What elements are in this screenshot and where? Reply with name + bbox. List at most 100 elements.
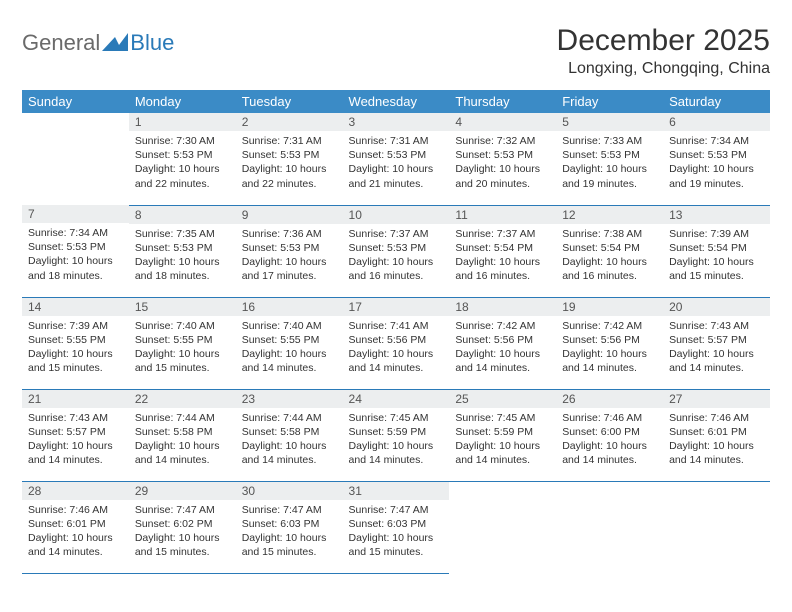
sunset-text: Sunset: 5:53 PM (242, 241, 337, 255)
sunset-text: Sunset: 5:53 PM (135, 241, 230, 255)
daylight-text: Daylight: 10 hours and 19 minutes. (562, 162, 657, 190)
daylight-text: Daylight: 10 hours and 14 minutes. (242, 439, 337, 467)
daylight-text: Daylight: 10 hours and 14 minutes. (455, 347, 550, 375)
calendar-cell: 11Sunrise: 7:37 AMSunset: 5:54 PMDayligh… (449, 205, 556, 297)
weekday-header: Friday (556, 90, 663, 113)
sunset-text: Sunset: 5:55 PM (135, 333, 230, 347)
sunrise-text: Sunrise: 7:45 AM (455, 411, 550, 425)
calendar-cell (663, 481, 770, 573)
sunrise-text: Sunrise: 7:47 AM (242, 503, 337, 517)
daylight-text: Daylight: 10 hours and 15 minutes. (669, 255, 764, 283)
sunset-text: Sunset: 5:53 PM (455, 148, 550, 162)
day-number: 18 (449, 298, 556, 316)
day-number: 2 (236, 113, 343, 131)
calendar-row: 1Sunrise: 7:30 AMSunset: 5:53 PMDaylight… (22, 113, 770, 205)
sunrise-text: Sunrise: 7:44 AM (135, 411, 230, 425)
day-number: 12 (556, 206, 663, 224)
location: Longxing, Chongqing, China (557, 60, 770, 78)
sunset-text: Sunset: 5:53 PM (242, 148, 337, 162)
calendar-row: 21Sunrise: 7:43 AMSunset: 5:57 PMDayligh… (22, 389, 770, 481)
calendar-cell: 30Sunrise: 7:47 AMSunset: 6:03 PMDayligh… (236, 481, 343, 573)
sunrise-text: Sunrise: 7:37 AM (349, 227, 444, 241)
day-number: 22 (129, 390, 236, 408)
day-number: 3 (343, 113, 450, 131)
day-body: Sunrise: 7:31 AMSunset: 5:53 PMDaylight:… (343, 131, 450, 195)
sunrise-text: Sunrise: 7:47 AM (349, 503, 444, 517)
day-body: Sunrise: 7:47 AMSunset: 6:02 PMDaylight:… (129, 500, 236, 564)
day-body: Sunrise: 7:33 AMSunset: 5:53 PMDaylight:… (556, 131, 663, 195)
day-number: 8 (129, 206, 236, 224)
sunrise-text: Sunrise: 7:30 AM (135, 134, 230, 148)
weekday-header: Tuesday (236, 90, 343, 113)
day-body: Sunrise: 7:45 AMSunset: 5:59 PMDaylight:… (343, 408, 450, 472)
sunrise-text: Sunrise: 7:31 AM (349, 134, 444, 148)
day-body: Sunrise: 7:40 AMSunset: 5:55 PMDaylight:… (129, 316, 236, 380)
calendar-cell: 18Sunrise: 7:42 AMSunset: 5:56 PMDayligh… (449, 297, 556, 389)
daylight-text: Daylight: 10 hours and 14 minutes. (349, 347, 444, 375)
day-body: Sunrise: 7:46 AMSunset: 6:01 PMDaylight:… (663, 408, 770, 472)
sunset-text: Sunset: 5:59 PM (455, 425, 550, 439)
day-number: 1 (129, 113, 236, 131)
sunset-text: Sunset: 6:02 PM (135, 517, 230, 531)
daylight-text: Daylight: 10 hours and 15 minutes. (349, 531, 444, 559)
sunset-text: Sunset: 5:57 PM (669, 333, 764, 347)
day-body: Sunrise: 7:34 AMSunset: 5:53 PMDaylight:… (22, 223, 129, 287)
daylight-text: Daylight: 10 hours and 19 minutes. (669, 162, 764, 190)
day-body: Sunrise: 7:40 AMSunset: 5:55 PMDaylight:… (236, 316, 343, 380)
day-body: Sunrise: 7:42 AMSunset: 5:56 PMDaylight:… (556, 316, 663, 380)
daylight-text: Daylight: 10 hours and 14 minutes. (455, 439, 550, 467)
day-number: 4 (449, 113, 556, 131)
sunset-text: Sunset: 6:01 PM (669, 425, 764, 439)
day-body: Sunrise: 7:46 AMSunset: 6:01 PMDaylight:… (22, 500, 129, 564)
day-number: 27 (663, 390, 770, 408)
sunrise-text: Sunrise: 7:34 AM (669, 134, 764, 148)
daylight-text: Daylight: 10 hours and 22 minutes. (242, 162, 337, 190)
day-number: 13 (663, 206, 770, 224)
daylight-text: Daylight: 10 hours and 16 minutes. (455, 255, 550, 283)
sunset-text: Sunset: 5:56 PM (349, 333, 444, 347)
sunrise-text: Sunrise: 7:42 AM (455, 319, 550, 333)
day-number: 10 (343, 206, 450, 224)
sunset-text: Sunset: 6:01 PM (28, 517, 123, 531)
day-number: 17 (343, 298, 450, 316)
calendar-cell: 26Sunrise: 7:46 AMSunset: 6:00 PMDayligh… (556, 389, 663, 481)
daylight-text: Daylight: 10 hours and 22 minutes. (135, 162, 230, 190)
sunset-text: Sunset: 5:53 PM (28, 240, 123, 254)
sunset-text: Sunset: 5:53 PM (349, 241, 444, 255)
sunrise-text: Sunrise: 7:43 AM (669, 319, 764, 333)
daylight-text: Daylight: 10 hours and 20 minutes. (455, 162, 550, 190)
calendar-row: 14Sunrise: 7:39 AMSunset: 5:55 PMDayligh… (22, 297, 770, 389)
calendar-cell: 22Sunrise: 7:44 AMSunset: 5:58 PMDayligh… (129, 389, 236, 481)
sunset-text: Sunset: 5:53 PM (349, 148, 444, 162)
day-number: 11 (449, 206, 556, 224)
day-number: 21 (22, 390, 129, 408)
weekday-header: Thursday (449, 90, 556, 113)
calendar-cell: 3Sunrise: 7:31 AMSunset: 5:53 PMDaylight… (343, 113, 450, 205)
daylight-text: Daylight: 10 hours and 18 minutes. (135, 255, 230, 283)
day-number: 7 (22, 205, 129, 223)
daylight-text: Daylight: 10 hours and 14 minutes. (669, 439, 764, 467)
calendar-cell: 21Sunrise: 7:43 AMSunset: 5:57 PMDayligh… (22, 389, 129, 481)
sunrise-text: Sunrise: 7:46 AM (28, 503, 123, 517)
day-body: Sunrise: 7:45 AMSunset: 5:59 PMDaylight:… (449, 408, 556, 472)
calendar-cell: 23Sunrise: 7:44 AMSunset: 5:58 PMDayligh… (236, 389, 343, 481)
daylight-text: Daylight: 10 hours and 16 minutes. (349, 255, 444, 283)
logo-triangle-icon (102, 33, 128, 53)
day-body: Sunrise: 7:38 AMSunset: 5:54 PMDaylight:… (556, 224, 663, 288)
calendar-row: 7Sunrise: 7:34 AMSunset: 5:53 PMDaylight… (22, 205, 770, 297)
day-number: 9 (236, 206, 343, 224)
daylight-text: Daylight: 10 hours and 14 minutes. (28, 531, 123, 559)
sunset-text: Sunset: 5:53 PM (135, 148, 230, 162)
title-block: December 2025 Longxing, Chongqing, China (557, 24, 770, 78)
day-body: Sunrise: 7:46 AMSunset: 6:00 PMDaylight:… (556, 408, 663, 472)
sunset-text: Sunset: 5:55 PM (28, 333, 123, 347)
sunset-text: Sunset: 5:54 PM (455, 241, 550, 255)
calendar-row: 28Sunrise: 7:46 AMSunset: 6:01 PMDayligh… (22, 481, 770, 573)
day-number: 14 (22, 298, 129, 316)
day-number: 30 (236, 482, 343, 500)
calendar-cell: 15Sunrise: 7:40 AMSunset: 5:55 PMDayligh… (129, 297, 236, 389)
day-number: 6 (663, 113, 770, 131)
day-body: Sunrise: 7:39 AMSunset: 5:54 PMDaylight:… (663, 224, 770, 288)
sunset-text: Sunset: 6:00 PM (562, 425, 657, 439)
calendar-cell (449, 481, 556, 573)
